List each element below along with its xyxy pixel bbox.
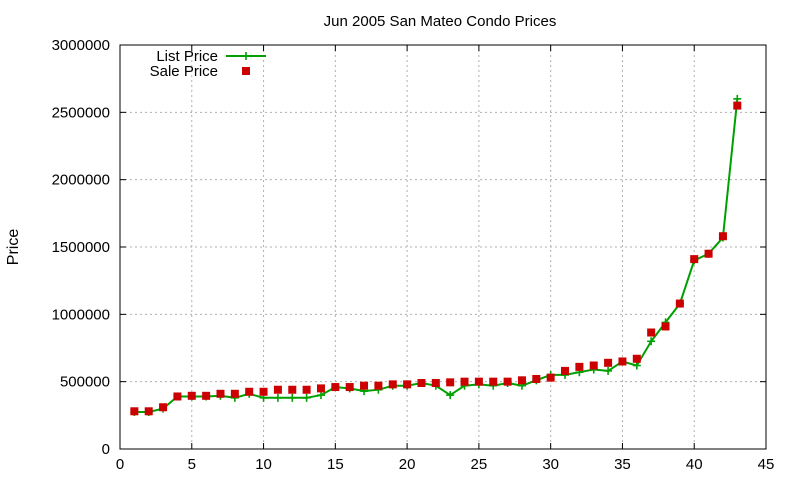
y-tick-label: 2500000 [52, 104, 110, 121]
axis-ticks: 0 5 10 15 20 25 30 35 40 45 0 500000 1000000 1500000 2… [52, 37, 775, 473]
data-point [561, 366, 570, 375]
data-point [589, 361, 598, 370]
data-point [374, 381, 383, 390]
y-tick-label: 3000000 [52, 37, 110, 54]
grid [120, 45, 766, 449]
data-point [733, 94, 742, 103]
series-line [134, 98, 739, 413]
data-point [259, 387, 268, 396]
data-point [604, 366, 613, 375]
data-point [403, 380, 412, 389]
series [130, 94, 742, 416]
legend-marker [242, 52, 250, 60]
data-point [704, 249, 713, 258]
data-point [446, 391, 455, 400]
data-point [733, 101, 742, 110]
x-tick-label: 20 [399, 456, 416, 473]
data-point [431, 379, 440, 388]
x-tick-label: 5 [188, 456, 196, 473]
y-tick-label: 1000000 [52, 306, 110, 323]
y-tick-label: 0 [102, 441, 110, 458]
y-axis-title: Price [5, 229, 22, 266]
data-point [273, 385, 282, 394]
x-tick-label: 25 [471, 456, 488, 473]
x-tick-label: 35 [614, 456, 631, 473]
data-point [331, 383, 340, 392]
legend-label-sale-price: Sale Price [150, 63, 218, 80]
data-point [388, 380, 397, 389]
data-point [159, 403, 168, 412]
data-point [632, 354, 641, 363]
data-point [718, 232, 727, 241]
data-point [230, 389, 239, 398]
data-point [532, 374, 541, 383]
x-tick-label: 30 [542, 456, 559, 473]
data-point [460, 377, 469, 386]
data-point [604, 358, 613, 367]
data-point [446, 378, 455, 387]
data-point [130, 407, 139, 416]
legend: List Price Sale Price [150, 48, 266, 80]
data-point [302, 385, 311, 394]
data-point [417, 379, 426, 388]
data-point [216, 389, 225, 398]
chart-title: Jun 2005 San Mateo Condo Prices [324, 13, 557, 30]
data-point [187, 391, 196, 400]
legend-marker [242, 67, 250, 75]
legend-label-list-price: List Price [156, 48, 218, 65]
data-point [360, 381, 369, 390]
legend-sample-list-price [226, 52, 266, 60]
data-point [661, 322, 670, 331]
y-tick-label: 500000 [60, 374, 110, 391]
data-point [632, 361, 641, 370]
data-point [503, 377, 512, 386]
data-point [575, 362, 584, 371]
data-point [618, 357, 627, 366]
x-tick-label: 10 [255, 456, 272, 473]
data-point [273, 393, 282, 402]
data-point [546, 373, 555, 382]
data-point [647, 337, 656, 346]
data-point [647, 328, 656, 337]
data-point [245, 387, 254, 396]
x-tick-label: 40 [686, 456, 703, 473]
data-point [489, 377, 498, 386]
y-tick-label: 2000000 [52, 172, 110, 189]
x-tick-label: 0 [116, 456, 124, 473]
y-tick-label: 1500000 [52, 239, 110, 256]
data-point [302, 393, 311, 402]
data-point [474, 377, 483, 386]
data-point [316, 391, 325, 400]
series-list-price [130, 94, 742, 416]
data-point [675, 299, 684, 308]
x-tick-label: 45 [758, 456, 775, 473]
x-tick-label: 15 [327, 456, 344, 473]
data-point [144, 407, 153, 416]
data-point [288, 393, 297, 402]
data-point [690, 255, 699, 264]
data-point [517, 376, 526, 385]
data-point [202, 391, 211, 400]
data-point [288, 385, 297, 394]
series-sale-price [130, 101, 742, 416]
data-point [345, 383, 354, 392]
legend-sample-sale-price [242, 67, 250, 75]
data-point [173, 392, 182, 401]
data-point [316, 384, 325, 393]
